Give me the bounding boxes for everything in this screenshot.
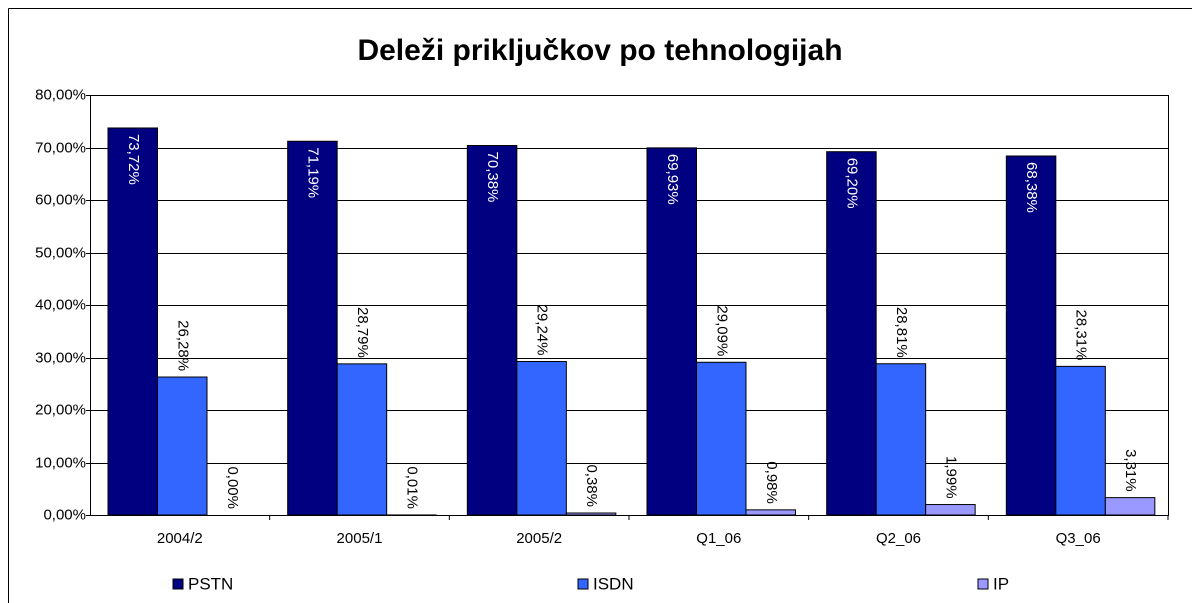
bar [1055, 365, 1106, 516]
y-tick-label: 60,00% [35, 191, 86, 208]
x-tick-label: Q3_06 [1056, 530, 1101, 547]
value-label: 26,28% [174, 320, 191, 371]
value-label: 69,93% [664, 154, 681, 205]
value-label: 28,81% [893, 307, 910, 358]
bar [336, 363, 388, 516]
chart-title: Deleži priključkov po tehnologijah [357, 34, 842, 67]
y-tick-label: 40,00% [35, 296, 86, 313]
x-tick-label: 2005/1 [337, 530, 383, 547]
y-tick-label: 80,00% [35, 86, 86, 103]
y-tick-label: 10,00% [35, 454, 86, 471]
x-tick-label: Q1_06 [696, 530, 741, 547]
legend-swatch [977, 578, 989, 590]
bar [107, 127, 158, 516]
bar [875, 363, 927, 516]
legend-swatch [172, 578, 184, 590]
y-tick-label: 30,00% [35, 349, 86, 366]
value-label: 70,38% [484, 152, 501, 203]
x-tick-label: Q2_06 [876, 530, 921, 547]
legend-swatch [577, 578, 589, 590]
legend-label: ISDN [593, 574, 634, 593]
value-label: 28,31% [1073, 309, 1090, 360]
x-tick-label: 2004/2 [157, 530, 203, 547]
value-label: 28,79% [354, 307, 371, 358]
bar [1104, 497, 1156, 516]
value-label: 68,38% [1023, 162, 1040, 213]
legend-label: PSTN [188, 574, 233, 593]
bar [925, 504, 976, 516]
value-label: 29,24% [534, 305, 551, 356]
legend-label: IP [993, 574, 1009, 593]
y-tick-label: 0,00% [43, 506, 86, 523]
bar [646, 147, 697, 516]
value-label: 0,00% [224, 466, 241, 509]
value-label: 0,01% [403, 466, 420, 509]
bar [466, 145, 518, 516]
y-tick-label: 50,00% [35, 244, 86, 261]
value-label: 29,09% [713, 305, 730, 356]
bar [516, 360, 567, 516]
bar [1005, 155, 1057, 516]
value-label: 0,98% [763, 461, 780, 504]
bar [696, 361, 747, 516]
x-tick-label: 2005/2 [516, 530, 562, 547]
bar [565, 512, 617, 516]
value-label: 71,19% [304, 147, 321, 198]
bar [157, 376, 208, 516]
value-label: 1,99% [942, 456, 959, 499]
value-label: 0,38% [583, 464, 600, 507]
value-label: 73,72% [125, 134, 142, 185]
value-label: 69,20% [843, 158, 860, 209]
bar [745, 509, 796, 516]
value-label: 3,31% [1122, 449, 1139, 492]
bar [826, 151, 877, 516]
y-tick-label: 20,00% [35, 401, 86, 418]
y-tick-label: 70,00% [35, 139, 86, 156]
bar [287, 140, 338, 516]
